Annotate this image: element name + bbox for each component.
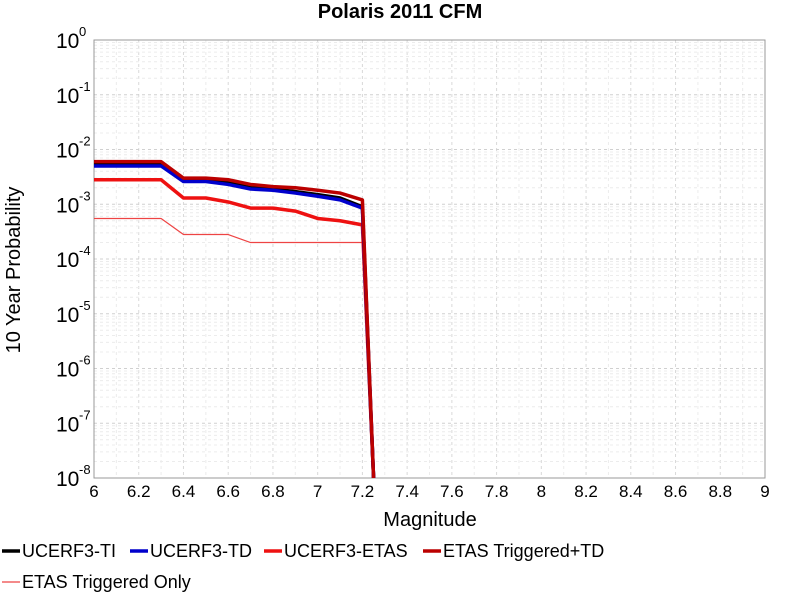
series-line-etas-triggered-only [94, 217, 375, 478]
x-tick-label: 7.4 [395, 482, 419, 501]
x-tick-label: 8.4 [619, 482, 643, 501]
y-tick-exponent: -8 [79, 462, 91, 477]
y-tick-label: 10 -8 [56, 462, 91, 491]
series-line-etas-triggered-td [94, 159, 376, 478]
x-tick-label: 6.8 [261, 482, 285, 501]
legend-label: UCERF3-TD [150, 541, 252, 561]
x-tick-label: 7 [313, 482, 322, 501]
y-tick-base: 10 [56, 413, 79, 436]
y-tick-label: 10 -1 [56, 79, 91, 108]
x-tick-label: 8 [537, 482, 546, 501]
series-line-ucerf3-etas [94, 178, 376, 478]
y-tick-exponent: 0 [79, 24, 86, 39]
y-tick-base: 10 [56, 140, 79, 163]
y-tick-label: 10 -5 [56, 298, 91, 327]
grid [93, 39, 766, 479]
y-tick-label: 10 -7 [56, 407, 91, 436]
x-tick-label: 6.4 [172, 482, 196, 501]
x-tick-label: 7.2 [351, 482, 375, 501]
y-tick-base: 10 [56, 85, 79, 108]
x-tick-label: 9 [760, 482, 769, 501]
y-tick-exponent: -3 [79, 188, 91, 203]
x-axis-label: Magnitude [383, 509, 476, 531]
legend-item: UCERF3-ETAS [264, 541, 408, 561]
y-tick-exponent: -5 [79, 298, 91, 313]
legend-label: UCERF3-TI [22, 541, 116, 561]
y-axis-label: 10 Year Probability [3, 187, 25, 354]
y-tick-exponent: -7 [79, 407, 91, 422]
legend-item: UCERF3-TI [2, 541, 116, 561]
y-tick-exponent: -6 [79, 353, 91, 368]
y-tick-exponent: -4 [79, 243, 91, 258]
legend-label: ETAS Triggered Only [22, 572, 191, 592]
y-tick-base: 10 [56, 30, 79, 53]
x-tick-label: 8.2 [574, 482, 598, 501]
y-tick-base: 10 [56, 304, 79, 327]
x-tick-label: 6.6 [216, 482, 240, 501]
x-tick-labels: 6 6.2 6.4 6.6 6.8 7 7.2 7.4 7.6 7.8 8 8.2 8.4 8.6 8.8 9 [89, 482, 769, 501]
series-line-ucerf3-ti [94, 161, 376, 478]
legend-label: ETAS Triggered+TD [443, 541, 604, 561]
legend: UCERF3-TI UCERF3-TD UCERF3-ETAS ETAS Trigge… [2, 541, 604, 592]
plot-frame [93, 39, 766, 479]
y-tick-label: 10 -6 [56, 353, 91, 382]
chart-title: Polaris 2011 CFM [318, 1, 483, 23]
y-tick-exponent: -1 [79, 79, 91, 94]
x-tick-label: 8.6 [664, 482, 688, 501]
y-tick-base: 10 [56, 359, 79, 382]
legend-item: UCERF3-TD [130, 541, 252, 561]
y-tick-label: 10 -3 [56, 188, 91, 217]
x-tick-label: 7.6 [440, 482, 464, 501]
x-tick-label: 6.2 [127, 482, 151, 501]
y-tick-label: 10 -4 [56, 243, 91, 272]
y-tick-base: 10 [56, 194, 79, 217]
legend-item: ETAS Triggered Only [2, 572, 191, 592]
series-line-ucerf3-td [94, 164, 376, 478]
y-tick-label: 10 -2 [56, 134, 91, 163]
legend-item: ETAS Triggered+TD [423, 541, 604, 561]
y-tick-base: 10 [56, 468, 79, 491]
x-tick-label: 8.8 [708, 482, 732, 501]
series-layer [94, 159, 376, 478]
y-tick-exponent: -2 [79, 134, 91, 149]
y-tick-base: 10 [56, 249, 79, 272]
x-tick-label: 6 [89, 482, 98, 501]
legend-label: UCERF3-ETAS [284, 541, 408, 561]
x-tick-label: 7.8 [485, 482, 509, 501]
y-tick-label: 10 0 [56, 24, 86, 53]
